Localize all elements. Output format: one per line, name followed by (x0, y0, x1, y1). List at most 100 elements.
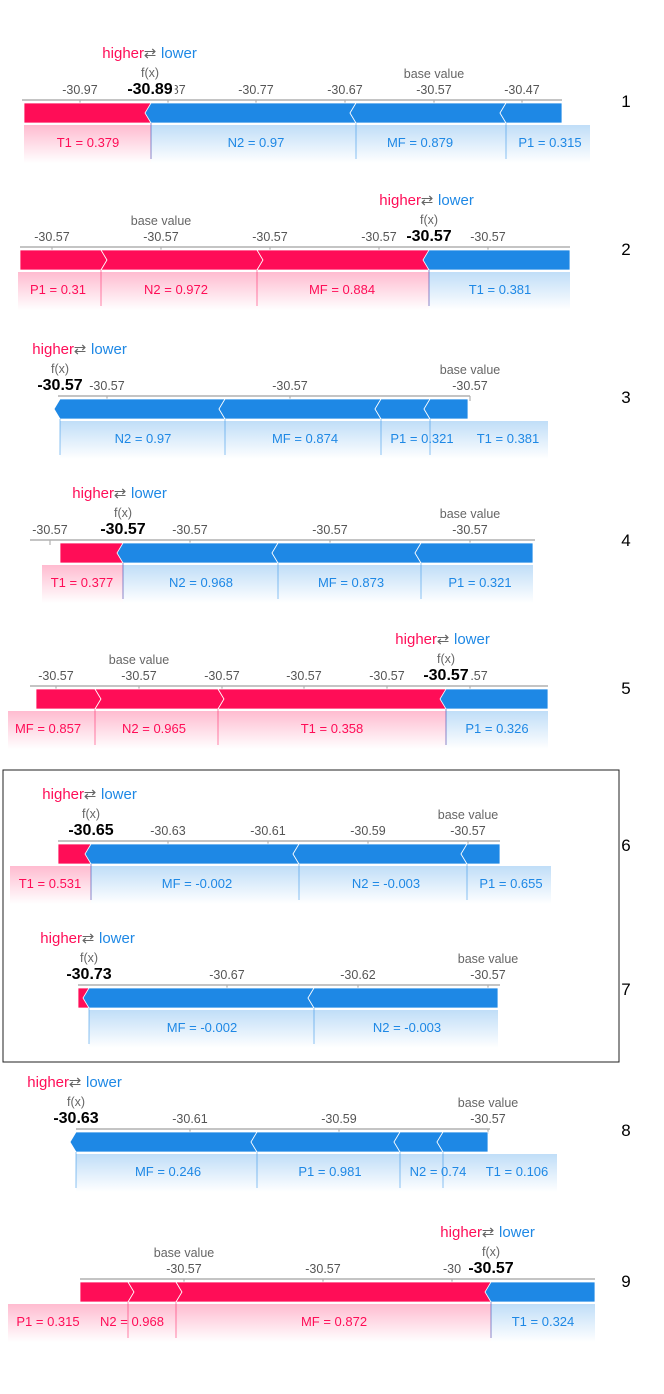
row-index-label: 6 (621, 836, 630, 855)
tick-label: -30.47 (504, 83, 539, 97)
tick-label: -30.57 (452, 379, 487, 393)
legend-higher: higher (42, 786, 84, 803)
base-value-label: base value (109, 653, 170, 667)
legend-higher: higher (395, 631, 437, 648)
feature-label-positive: N2 = 0.965 (122, 721, 186, 736)
legend-higher: higher (32, 341, 74, 358)
fx-value: -30.57 (468, 1260, 513, 1277)
negative-label-shade (467, 866, 551, 904)
positive-segment (217, 688, 453, 710)
feature-label-negative: MF = -0.002 (162, 876, 232, 891)
base-value-label: base value (438, 808, 499, 822)
base-value-label: base value (131, 214, 192, 228)
feature-label-negative: P1 = 0.315 (518, 135, 581, 150)
feature-label-negative: N2 = 0.968 (169, 575, 233, 590)
group-bracket-box (2, 769, 620, 1063)
negative-segment (422, 249, 571, 271)
tick-label: -30.57 (450, 824, 485, 838)
tick-label: -30.77 (238, 83, 273, 97)
tick-label: -30.57 (143, 230, 178, 244)
tick-label: -30.57 (252, 230, 287, 244)
legend-arrows-icon: ⇄ (114, 485, 127, 502)
fx-value-backdrop (404, 228, 454, 245)
feature-label-negative: MF = 0.873 (318, 575, 384, 590)
fx-value: -30.63 (53, 1110, 98, 1127)
fx-value: -30.57 (37, 377, 82, 394)
fx-label: f(x) (82, 807, 100, 821)
tick-label: -30.57 (89, 379, 124, 393)
row-index-label: 2 (621, 240, 630, 259)
fx-label: f(x) (420, 213, 438, 227)
tick-label: -30.57 (305, 1262, 340, 1276)
force-plot-row-1: higher⇄lower-30.97-30.87-30.77-30.67-30.… (22, 45, 631, 163)
legend-lower: lower (499, 1224, 535, 1241)
row-index-label: 7 (621, 980, 630, 999)
feature-label-negative: MF = 0.879 (387, 135, 453, 150)
feature-label-negative: P1 = 0.655 (479, 876, 542, 891)
negative-label-shade (356, 125, 506, 163)
tick-label: -30.57 (34, 230, 69, 244)
tick-label: -30.61 (172, 1112, 207, 1126)
tick-label: -30.67 (327, 83, 362, 97)
feature-label-negative: N2 = 0.97 (228, 135, 285, 150)
negative-label-shade (400, 1154, 443, 1192)
fx-label: f(x) (80, 951, 98, 965)
legend-lower: lower (91, 341, 127, 358)
negative-segment (116, 542, 279, 564)
negative-segment (250, 1131, 401, 1153)
tick-label: -30.57 (470, 1112, 505, 1126)
row-index-label: 8 (621, 1121, 630, 1140)
negative-segment (271, 542, 422, 564)
positive-segment (256, 249, 436, 271)
fx-label: f(x) (67, 1095, 85, 1109)
positive-segment (23, 102, 158, 124)
negative-segment (144, 102, 357, 124)
negative-segment (292, 843, 468, 865)
tick-label: -30.57 (38, 669, 73, 683)
feature-label-negative: MF = 0.246 (135, 1164, 201, 1179)
legend-lower: lower (161, 45, 197, 62)
negative-label-shade (123, 565, 278, 603)
feature-label-positive: T1 = 0.377 (51, 575, 114, 590)
positive-segment (94, 688, 225, 710)
legend-higher: higher (379, 192, 421, 209)
tick-label: -30.59 (321, 1112, 356, 1126)
tick-label: -30.67 (209, 968, 244, 982)
legend-arrows-icon: ⇄ (74, 341, 87, 358)
legend-arrows-icon: ⇄ (421, 192, 434, 209)
legend-arrows-icon: ⇄ (144, 45, 157, 62)
legend-arrows-icon: ⇄ (84, 786, 97, 803)
negative-segment (69, 1131, 258, 1153)
fx-value-backdrop (35, 377, 85, 394)
negative-label-shade (446, 711, 548, 749)
tick-label: -30.57 (272, 379, 307, 393)
negative-label-shade (430, 421, 548, 459)
tick-label: -30.57 (121, 669, 156, 683)
positive-segment (127, 1281, 183, 1303)
fx-value: -30.57 (100, 521, 145, 538)
positive-segment (35, 688, 102, 710)
feature-label-positive: P1 = 0.31 (30, 282, 86, 297)
legend-arrows-icon: ⇄ (82, 930, 95, 947)
tick-label: -30.57 (470, 968, 505, 982)
negative-label-shade (257, 1154, 400, 1192)
fx-value-backdrop (98, 521, 148, 538)
negative-label-shade (421, 565, 533, 603)
positive-label-shade (42, 565, 123, 603)
positive-segment (19, 249, 108, 271)
force-plot-row-7: higher ⇄ lower -30.67 -30.62 -30.57 base value… (40, 930, 631, 1048)
negative-segment (84, 843, 300, 865)
tick-label: -30.57 (452, 523, 487, 537)
force-plot-row-4: higher ⇄ lower -30.57 -30.57 -30.57 -30.57 base… (30, 485, 631, 603)
tick-label: -30.57 (286, 669, 321, 683)
force-plot-row-3: higher ⇄ lower -30.57 -30.57 -30.57 base value… (32, 341, 631, 459)
fx-label: f(x) (141, 66, 159, 80)
tick-label: -30.57 (361, 230, 396, 244)
positive-label-shade (257, 272, 429, 310)
positive-label-shade (128, 1304, 176, 1342)
fx-label: f(x) (482, 1245, 500, 1259)
negative-segment (349, 102, 507, 124)
fx-value: -30.89 (127, 81, 172, 98)
feature-label-positive: MF = 0.884 (309, 282, 375, 297)
